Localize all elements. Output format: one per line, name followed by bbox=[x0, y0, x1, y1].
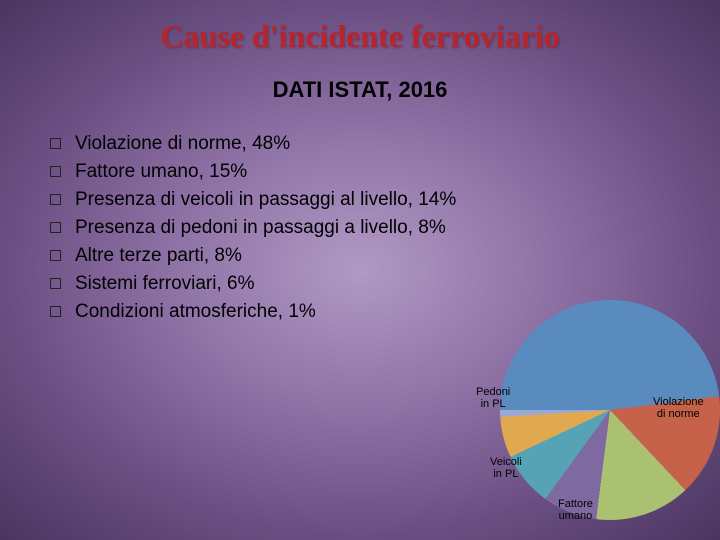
list-item-label: Condizioni atmosferiche, 1% bbox=[75, 301, 316, 323]
list-item: Presenza di veicoli in passaggi al livel… bbox=[50, 189, 720, 211]
list-item: Fattore umano, 15% bbox=[50, 161, 720, 183]
list-item-label: Violazione di norme, 48% bbox=[75, 133, 290, 155]
checkbox-icon bbox=[50, 194, 61, 205]
list-item-label: Sistemi ferroviari, 6% bbox=[75, 273, 255, 295]
pie-slice-label: Veicoliin PL bbox=[490, 456, 522, 480]
checkbox-icon bbox=[50, 278, 61, 289]
pie-slice-label: Fattoreumano bbox=[558, 498, 593, 522]
checkbox-icon bbox=[50, 222, 61, 233]
pie-chart: Violazionedi norme Fattoreumano Veicoliin … bbox=[420, 240, 720, 540]
list-item-label: Altre terze parti, 8% bbox=[75, 245, 242, 267]
checkbox-icon bbox=[50, 306, 61, 317]
list-item-label: Presenza di pedoni in passaggi a livello… bbox=[75, 217, 446, 239]
pie-slice-label: Pedoniin PL bbox=[476, 386, 510, 410]
list-item-label: Presenza di veicoli in passaggi al livel… bbox=[75, 189, 456, 211]
page-title: Cause d'incidente ferroviario bbox=[0, 0, 720, 55]
checkbox-icon bbox=[50, 138, 61, 149]
list-item: Presenza di pedoni in passaggi a livello… bbox=[50, 217, 720, 239]
list-item: Violazione di norme, 48% bbox=[50, 133, 720, 155]
checkbox-icon bbox=[50, 250, 61, 261]
checkbox-icon bbox=[50, 166, 61, 177]
page-subtitle: DATI ISTAT, 2016 bbox=[0, 77, 720, 103]
pie-slice-label: Violazionedi norme bbox=[653, 396, 704, 420]
list-item-label: Fattore umano, 15% bbox=[75, 161, 247, 183]
